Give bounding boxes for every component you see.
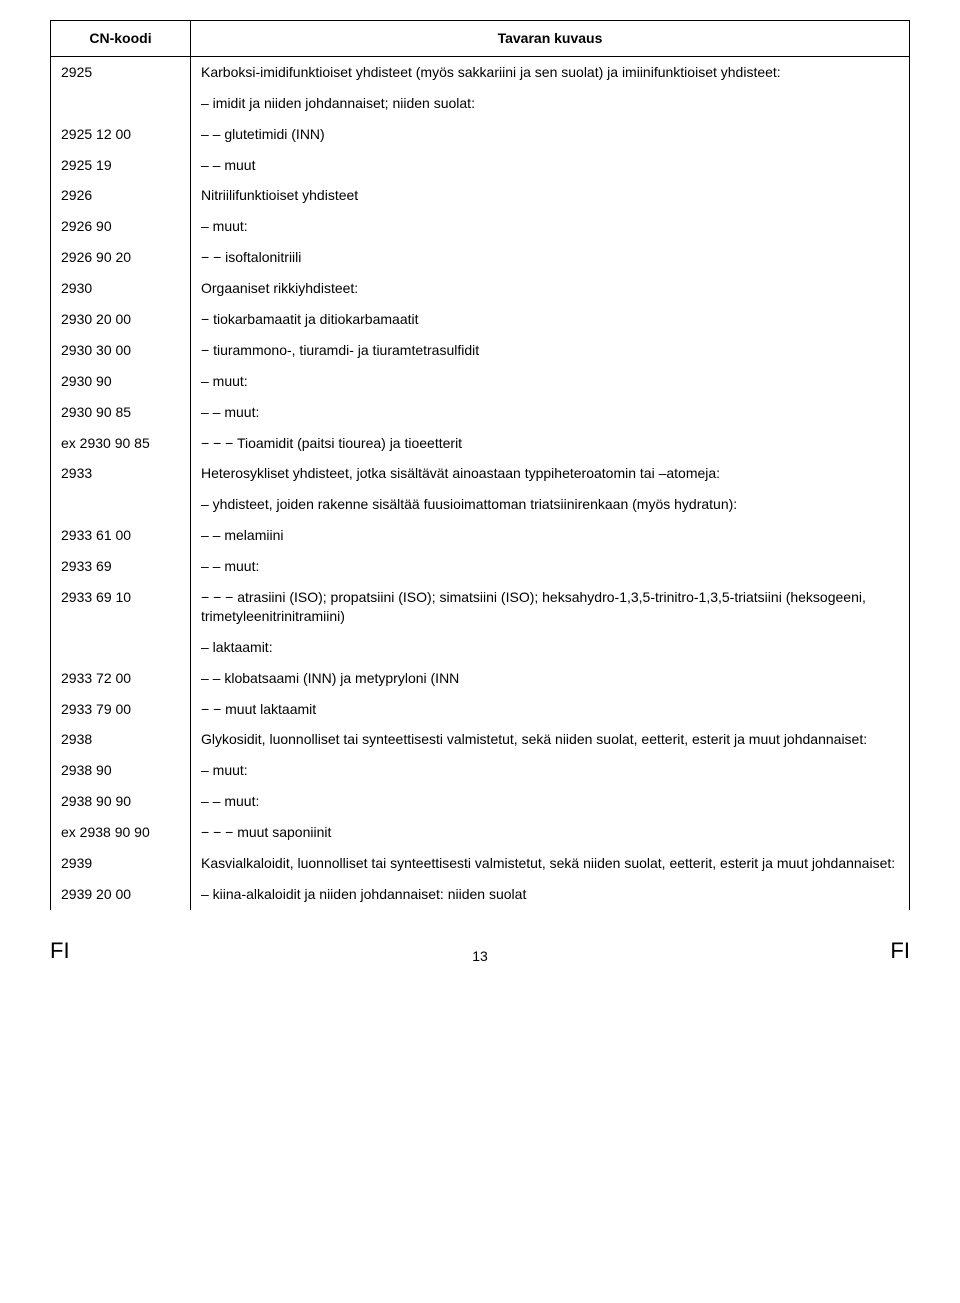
table-row: 2930 30 00− tiurammono-, tiuramdi- ja ti… — [51, 335, 910, 366]
table-row: 2925 19– – muut — [51, 150, 910, 181]
cell-code: 2938 90 90 — [51, 786, 191, 817]
cell-code: 2933 — [51, 458, 191, 489]
cn-table: CN-koodi Tavaran kuvaus 2925Karboksi-imi… — [50, 20, 910, 910]
cell-code: 2930 90 — [51, 366, 191, 397]
footer-page-number: 13 — [472, 948, 488, 964]
cell-code: 2930 90 85 — [51, 397, 191, 428]
cell-code: 2930 — [51, 273, 191, 304]
footer-right: FI — [890, 938, 910, 964]
cell-code — [51, 632, 191, 663]
cell-code: 2938 90 — [51, 755, 191, 786]
header-code: CN-koodi — [51, 21, 191, 57]
cell-description: – – muut: — [191, 786, 910, 817]
table-row: 2938Glykosidit, luonnolliset tai synteet… — [51, 724, 910, 755]
cell-description: − tiokarbamaatit ja ditiokarbamaatit — [191, 304, 910, 335]
cell-code: 2930 30 00 — [51, 335, 191, 366]
cell-description: − − − Tioamidit (paitsi tiourea) ja tioe… — [191, 428, 910, 459]
cell-description: – muut: — [191, 755, 910, 786]
table-row: 2933 61 00– – melamiini — [51, 520, 910, 551]
cell-description: − − isoftalonitriili — [191, 242, 910, 273]
cell-description: – imidit ja niiden johdannaiset; niiden … — [191, 88, 910, 119]
table-row: 2933 69 10− − − atrasiini (ISO); propats… — [51, 582, 910, 632]
cell-code — [51, 88, 191, 119]
cell-description: Heterosykliset yhdisteet, jotka sisältäv… — [191, 458, 910, 489]
table-row: 2925 12 00– – glutetimidi (INN) — [51, 119, 910, 150]
table-row: – laktaamit: — [51, 632, 910, 663]
cell-description: – kiina-alkaloidit ja niiden johdannaise… — [191, 879, 910, 910]
cell-code: 2939 — [51, 848, 191, 879]
cell-code: 2926 90 20 — [51, 242, 191, 273]
table-row: 2926 90 20− − isoftalonitriili — [51, 242, 910, 273]
cell-description: – – glutetimidi (INN) — [191, 119, 910, 150]
cell-description: – yhdisteet, joiden rakenne sisältää fuu… — [191, 489, 910, 520]
cell-description: Nitriilifunktioiset yhdisteet — [191, 180, 910, 211]
table-row: 2939Kasvialkaloidit, luonnolliset tai sy… — [51, 848, 910, 879]
cell-code: 2939 20 00 — [51, 879, 191, 910]
cell-code: 2925 19 — [51, 150, 191, 181]
cell-description: – – klobatsaami (INN) ja metypryloni (IN… — [191, 663, 910, 694]
cell-code: 2933 79 00 — [51, 694, 191, 725]
header-desc: Tavaran kuvaus — [191, 21, 910, 57]
cell-description: Karboksi-imidifunktioiset yhdisteet (myö… — [191, 56, 910, 87]
cell-code: 2925 12 00 — [51, 119, 191, 150]
table-row: 2938 90 90– – muut: — [51, 786, 910, 817]
cell-code — [51, 489, 191, 520]
table-row: ex 2938 90 90− − − muut saponiinit — [51, 817, 910, 848]
cell-description: – muut: — [191, 211, 910, 242]
cell-description: – – melamiini — [191, 520, 910, 551]
cell-description: − − − muut saponiinit — [191, 817, 910, 848]
table-row: 2939 20 00– kiina-alkaloidit ja niiden j… — [51, 879, 910, 910]
page-container: CN-koodi Tavaran kuvaus 2925Karboksi-imi… — [0, 0, 960, 994]
table-row: 2926Nitriilifunktioiset yhdisteet — [51, 180, 910, 211]
table-row: 2930 20 00− tiokarbamaatit ja ditiokarba… — [51, 304, 910, 335]
cell-code: 2933 72 00 — [51, 663, 191, 694]
cell-code: 2933 61 00 — [51, 520, 191, 551]
cell-code: 2933 69 — [51, 551, 191, 582]
table-header-row: CN-koodi Tavaran kuvaus — [51, 21, 910, 57]
table-row: 2933 72 00– – klobatsaami (INN) ja metyp… — [51, 663, 910, 694]
table-row: 2930 90– muut: — [51, 366, 910, 397]
cell-description: – – muut: — [191, 551, 910, 582]
table-row: 2933Heterosykliset yhdisteet, jotka sisä… — [51, 458, 910, 489]
table-row: – yhdisteet, joiden rakenne sisältää fuu… — [51, 489, 910, 520]
cell-code: 2926 — [51, 180, 191, 211]
cell-code: 2925 — [51, 56, 191, 87]
cell-description: Orgaaniset rikkiyhdisteet: — [191, 273, 910, 304]
table-row: 2925Karboksi-imidifunktioiset yhdisteet … — [51, 56, 910, 87]
cell-description: – – muut: — [191, 397, 910, 428]
cell-code: 2930 20 00 — [51, 304, 191, 335]
table-row: 2930Orgaaniset rikkiyhdisteet: — [51, 273, 910, 304]
page-footer: FI 13 FI — [50, 938, 910, 964]
table-row: ex 2930 90 85− − − Tioamidit (paitsi tio… — [51, 428, 910, 459]
cell-code: 2933 69 10 — [51, 582, 191, 632]
cell-description: Glykosidit, luonnolliset tai synteettise… — [191, 724, 910, 755]
cell-description: − tiurammono-, tiuramdi- ja tiuramtetras… — [191, 335, 910, 366]
table-row: 2926 90– muut: — [51, 211, 910, 242]
cell-description: Kasvialkaloidit, luonnolliset tai syntee… — [191, 848, 910, 879]
footer-left: FI — [50, 938, 70, 964]
table-row: 2933 69– – muut: — [51, 551, 910, 582]
cell-description: – laktaamit: — [191, 632, 910, 663]
table-row: 2933 79 00− − muut laktaamit — [51, 694, 910, 725]
cell-description: − − − atrasiini (ISO); propatsiini (ISO)… — [191, 582, 910, 632]
table-row: 2930 90 85– – muut: — [51, 397, 910, 428]
table-row: 2938 90– muut: — [51, 755, 910, 786]
cell-description: – – muut — [191, 150, 910, 181]
cell-description: − − muut laktaamit — [191, 694, 910, 725]
cell-code: ex 2938 90 90 — [51, 817, 191, 848]
cell-code: 2926 90 — [51, 211, 191, 242]
cell-code: 2938 — [51, 724, 191, 755]
table-row: – imidit ja niiden johdannaiset; niiden … — [51, 88, 910, 119]
cell-description: – muut: — [191, 366, 910, 397]
cell-code: ex 2930 90 85 — [51, 428, 191, 459]
